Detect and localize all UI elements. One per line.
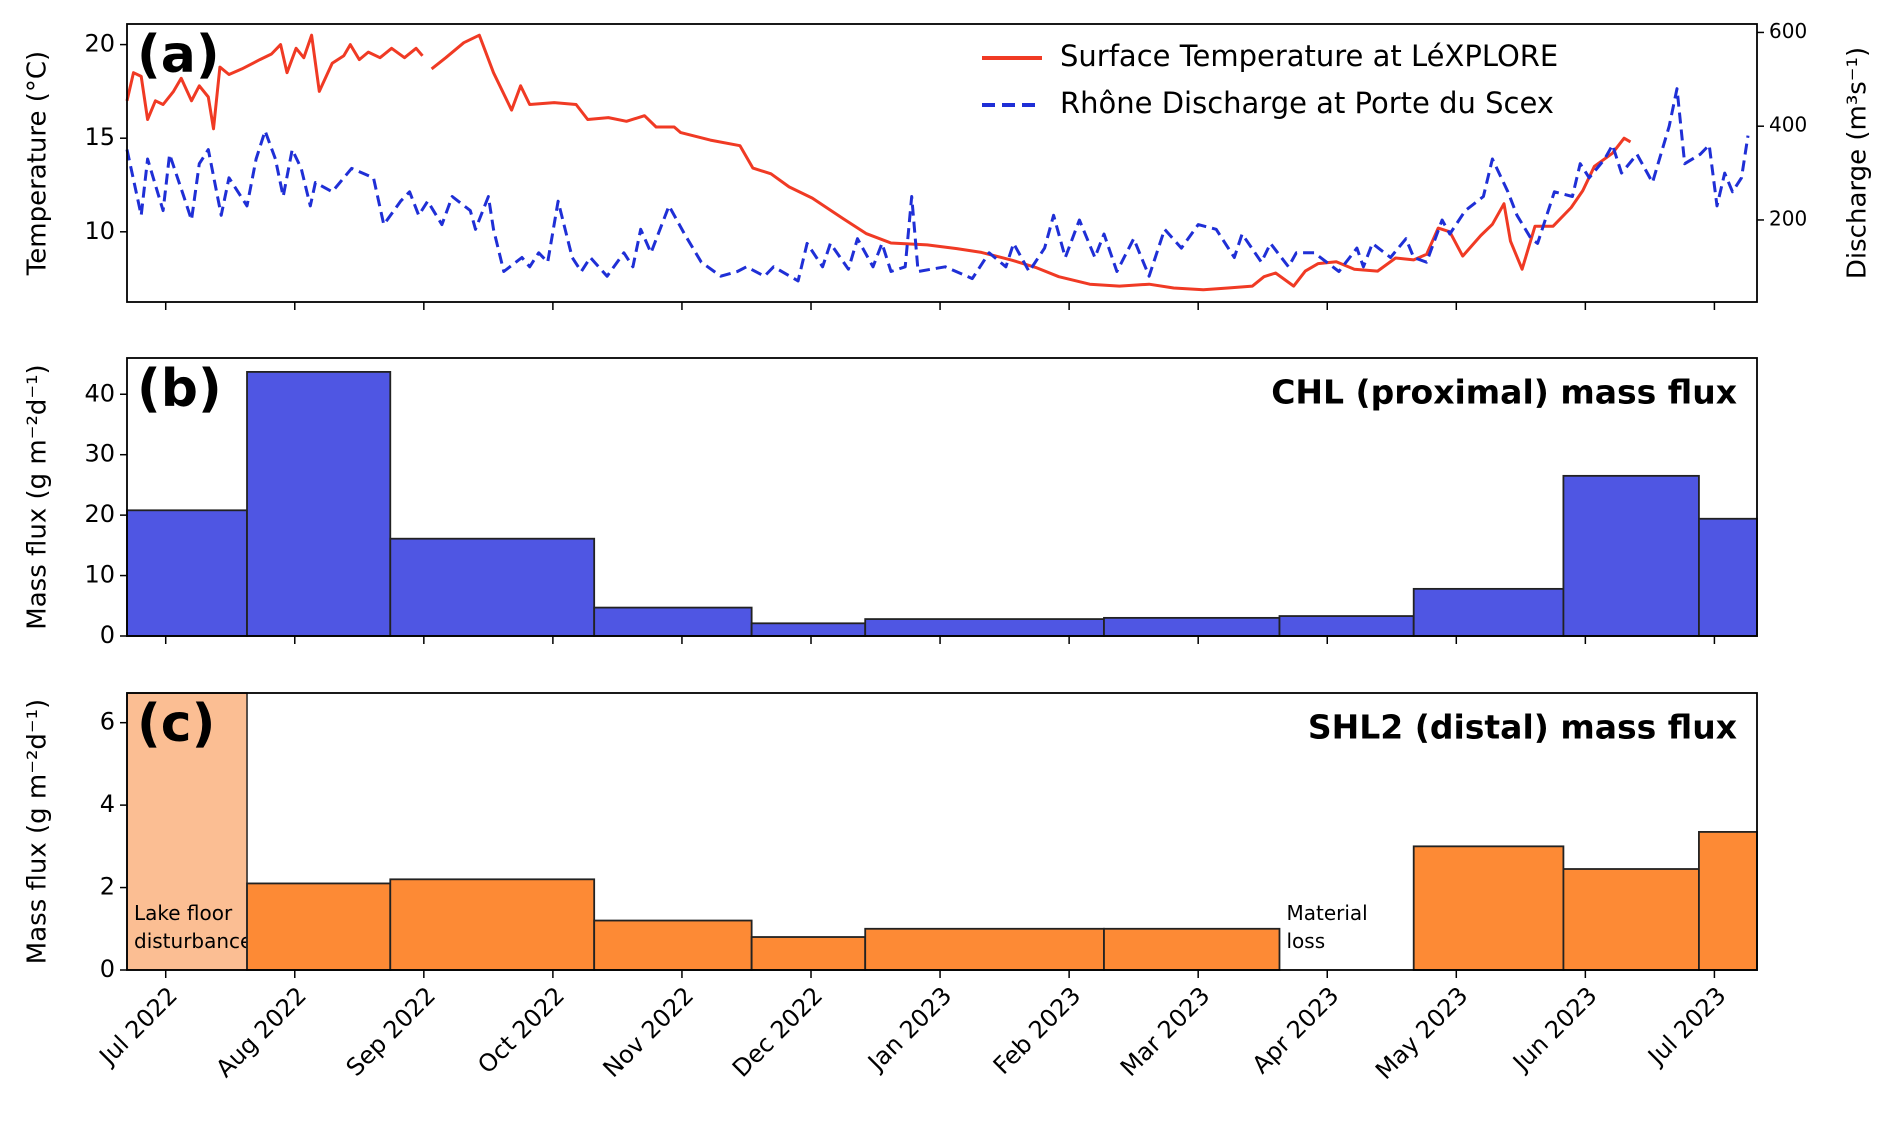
bar [1278,615,1415,637]
y-tick-label: 30 [84,440,115,468]
y-tick-label: 15 [84,123,115,151]
y-tick-label: 20 [84,30,115,58]
legend-label: Surface Temperature at LéXPLORE [1060,39,1558,73]
x-tick-label: Apr 2023 [1247,981,1345,1079]
x-tick-label: Jun 2023 [1506,981,1602,1077]
bin-label: Lake floor disturbance [134,901,252,953]
plot-frame [126,692,1758,971]
x-tick-label: Sep 2022 [341,981,441,1081]
bar [750,622,867,637]
x-tick-label: Nov 2022 [598,981,700,1083]
y-tick-label: 4 [100,790,115,818]
legend-label: Rhône Discharge at Porte du Scex [1060,86,1554,120]
x-tick-label: Oct 2022 [472,981,570,1079]
panel: 10 15 20 200 400 600 Surface Temperature at Lé… [23,19,1873,310]
bar [750,936,867,971]
bar [1562,868,1700,971]
x-tick-label: Feb 2023 [988,981,1086,1079]
bar [593,919,753,971]
bar [864,618,1105,637]
y-tick-label: 0 [100,621,115,649]
panel: 0 10 20 30 40 (b) CHL (proximal) mass flux Mass… [23,357,1758,649]
bar [1412,845,1565,971]
y2-axis-label: Discharge (m³s⁻¹) [1843,47,1873,279]
series-line [125,33,1632,292]
y2-tick-label: 600 [1769,19,1807,43]
bar [1562,474,1700,637]
y-tick-label: 20 [84,500,115,528]
bar [1412,587,1565,637]
panel-subtitle: CHL (proximal) mass flux [1271,373,1737,412]
bar [1698,517,1758,637]
y-tick-label: 40 [84,379,115,407]
x-tick-label: Dec 2022 [727,981,828,1082]
panel: 0 2 4 6 Jul 2022 Aug 2022 Sep 2022 Oct 2022 Nov … [23,692,1758,1085]
y-axis-label: Temperature (°C) [23,51,53,276]
bar [389,878,596,971]
series-line [125,87,1750,283]
y-tick-label: 0 [100,955,115,983]
y-axis-label: Mass flux (g m⁻²d⁻¹) [23,364,53,629]
panel-title: (c) [137,694,215,754]
y-tick-label: 10 [84,561,115,589]
panel-title: (b) [137,359,222,419]
bin-label: Material loss [1286,901,1367,953]
panel-title: (a) [137,25,220,85]
bar [246,370,392,637]
x-tick-label: Mar 2023 [1115,981,1215,1081]
bar [1103,927,1281,971]
bar [126,509,248,637]
y-axis-label: Mass flux (g m⁻²d⁻¹) [23,699,53,964]
plot-frame [126,23,1758,303]
x-tick-label: Jul 2023 [1641,981,1731,1071]
x-tick-label: May 2023 [1370,981,1473,1084]
plot-frame [126,357,1758,637]
bar [246,882,392,971]
y-tick-label: 2 [100,873,115,901]
panel-subtitle: SHL2 (distal) mass flux [1308,708,1737,747]
bar [389,537,596,637]
y2-tick-label: 400 [1769,113,1807,137]
x-tick-label: Aug 2022 [210,981,312,1083]
y-tick-label: 6 [100,708,115,736]
y-tick-label: 10 [84,217,115,245]
x-tick-label: Jul 2022 [93,981,183,1071]
bar [1103,616,1281,637]
highlight-region [126,692,248,971]
bar [593,606,753,637]
bar [1698,831,1758,971]
x-tick-label: Jan 2023 [861,981,957,1077]
bar [864,927,1105,971]
y2-tick-label: 200 [1769,206,1807,230]
